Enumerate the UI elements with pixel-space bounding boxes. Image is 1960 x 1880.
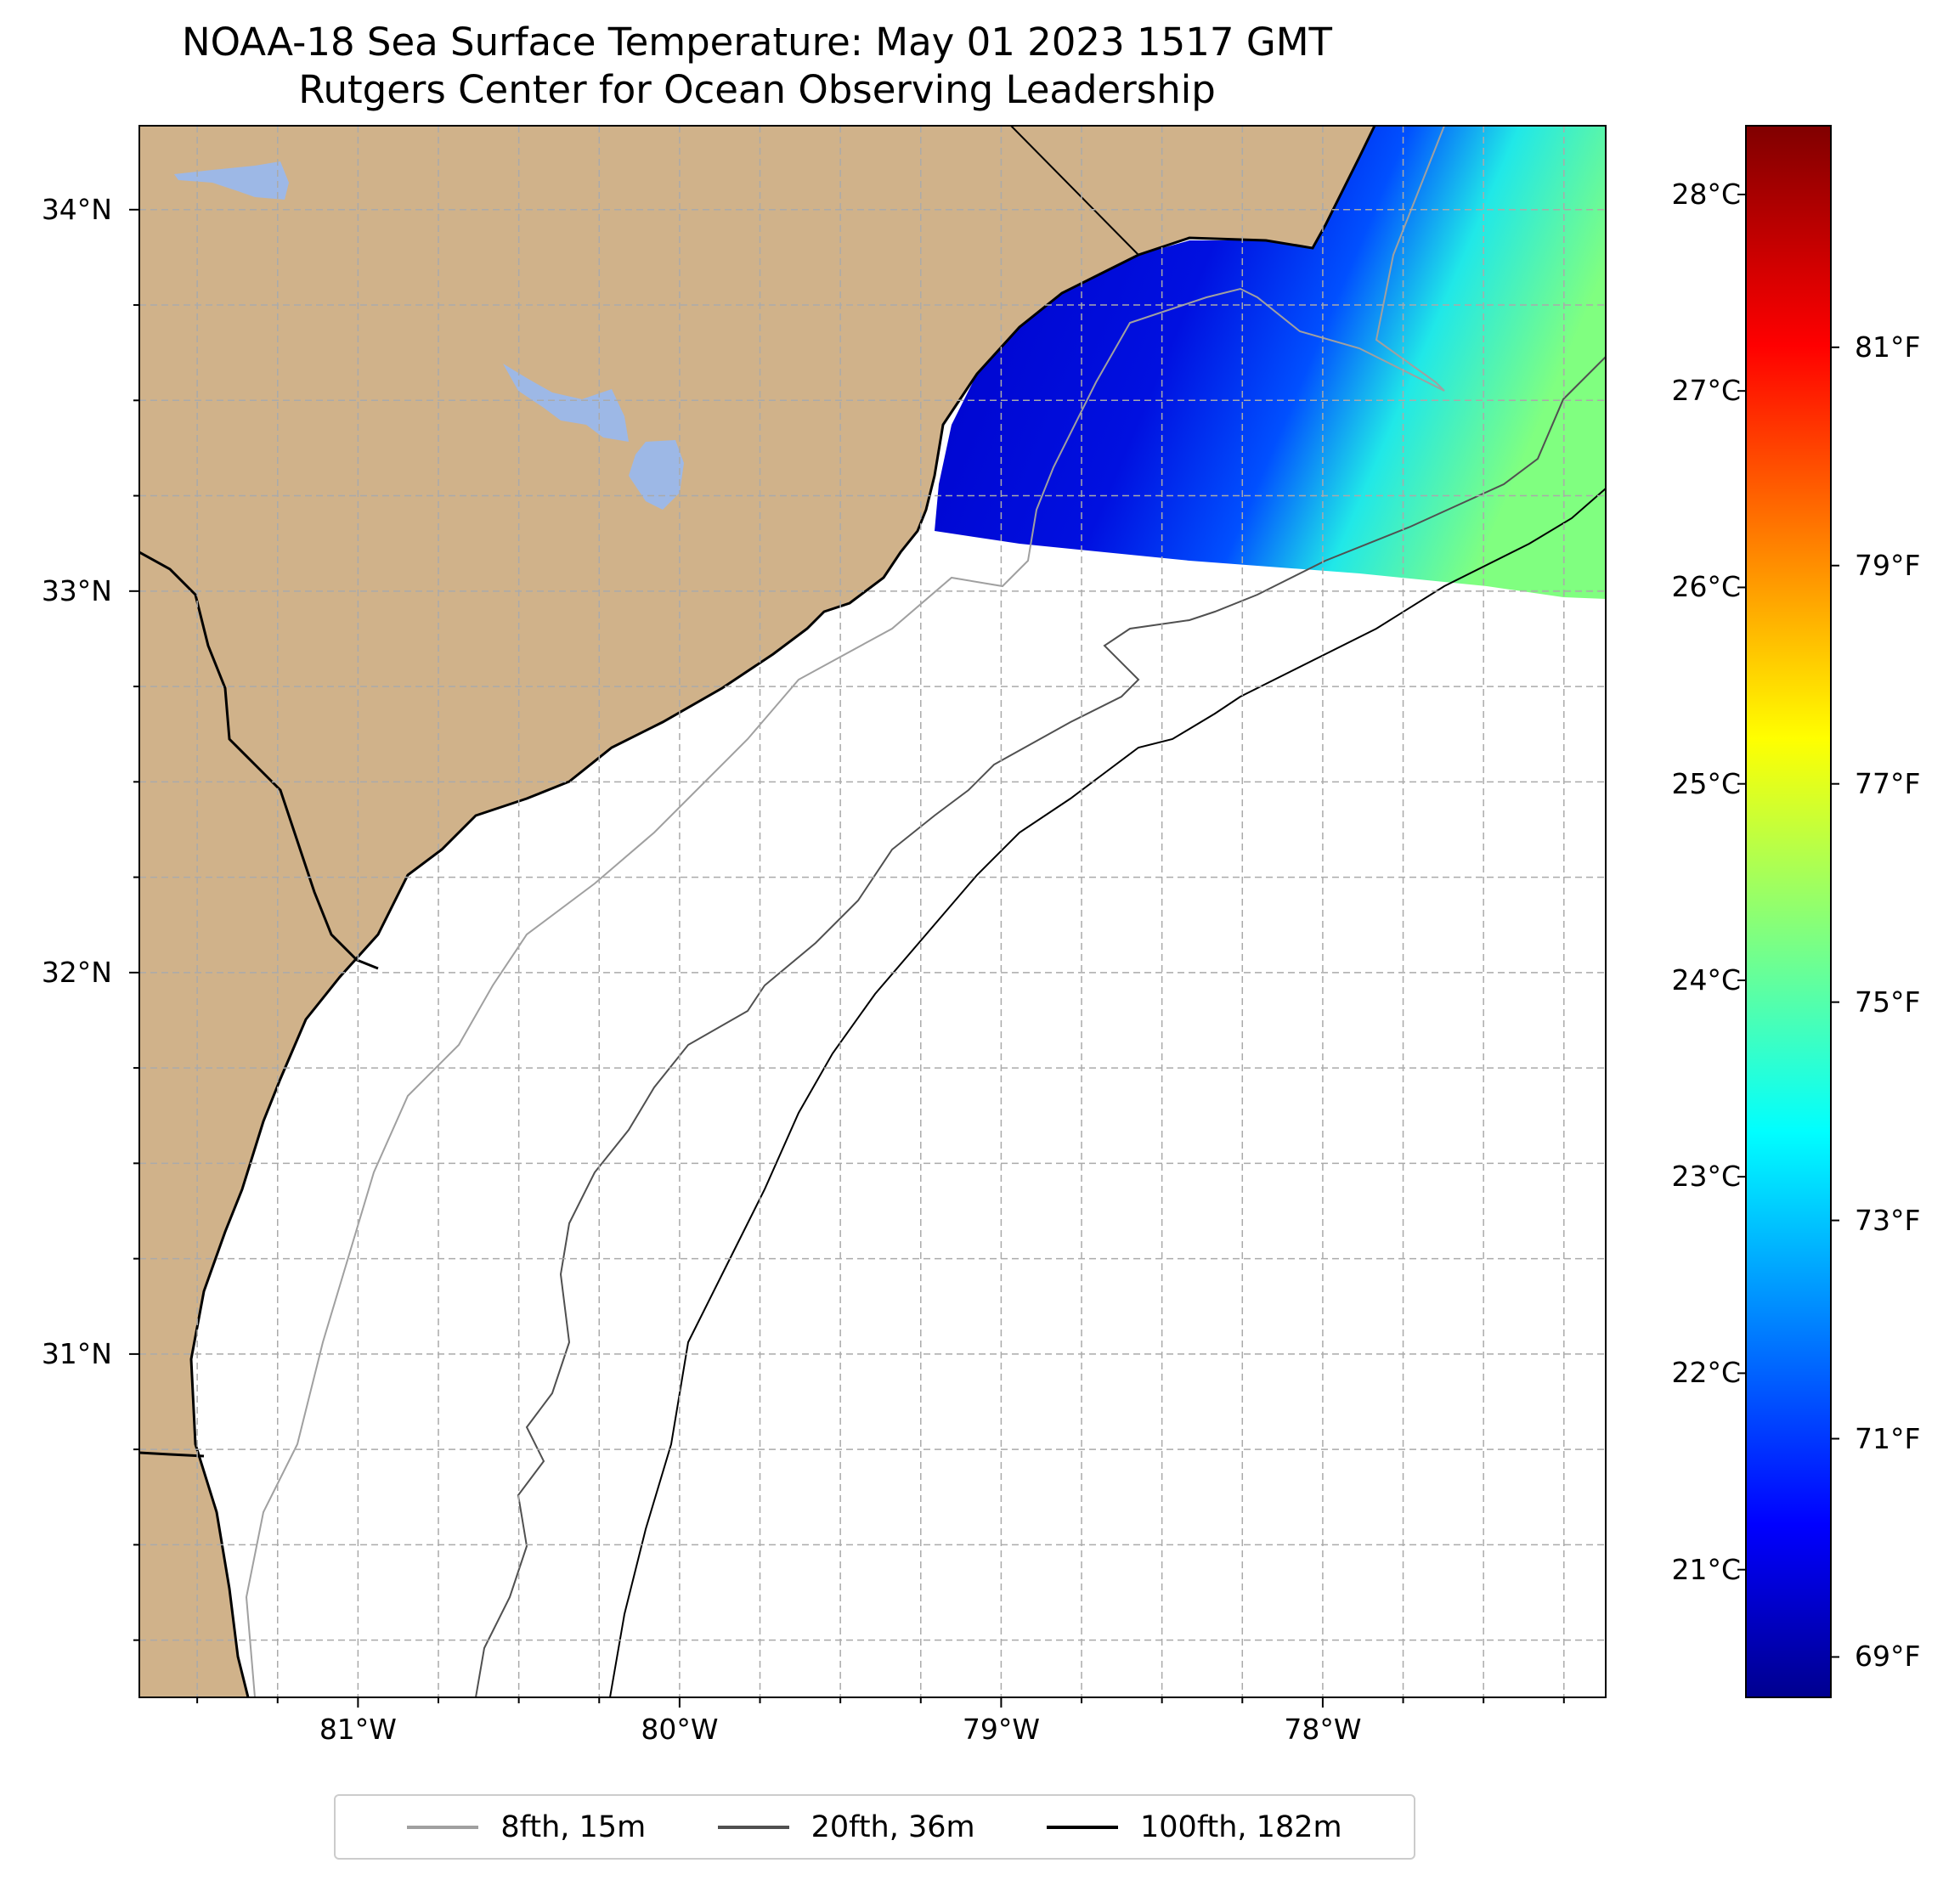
legend-entry: 8fth, 15m xyxy=(407,1810,646,1844)
longitude-label: 80°W xyxy=(641,1713,719,1746)
legend: 8fth, 15m 20fth, 36m 100fth, 182m xyxy=(334,1794,1415,1860)
lake xyxy=(629,440,684,510)
legend-label: 20fth, 36m xyxy=(811,1809,975,1844)
colorbar-ticks xyxy=(1737,193,1839,1658)
fahrenheit-label: 69°F xyxy=(1855,1640,1921,1674)
celsius-label: 26°C xyxy=(1671,570,1741,604)
legend-entry: 100fth, 182m xyxy=(1047,1810,1342,1844)
latitude-label: 33°N xyxy=(41,573,112,607)
celsius-label: 25°C xyxy=(1671,766,1741,800)
celsius-label: 23°C xyxy=(1671,1160,1741,1194)
state-border xyxy=(1010,126,1139,256)
longitude-label: 78°W xyxy=(1284,1713,1362,1746)
state-border xyxy=(139,1451,205,1458)
legend-swatch xyxy=(717,1825,789,1829)
isobath-8fth xyxy=(245,126,1445,1697)
land-area xyxy=(139,126,1375,1697)
fahrenheit-label: 71°F xyxy=(1855,1421,1921,1455)
fahrenheit-label: 81°F xyxy=(1855,330,1921,364)
longitude-label: 79°W xyxy=(962,1713,1040,1746)
coastline xyxy=(189,126,1376,1697)
legend-label: 100fth, 182m xyxy=(1140,1809,1342,1844)
fahrenheit-label: 73°F xyxy=(1855,1203,1921,1237)
gridlines xyxy=(139,126,1606,1697)
isobath-20fth xyxy=(475,356,1606,1697)
isobath-100fth xyxy=(609,488,1606,1697)
latitude-label: 34°N xyxy=(41,192,112,226)
celsius-label: 21°C xyxy=(1671,1552,1741,1586)
sst-swath xyxy=(935,126,1606,599)
chart-title: NOAA-18 Sea Surface Temperature: May 01 … xyxy=(181,20,1333,65)
axis-ticks xyxy=(129,208,1565,1708)
fahrenheit-label: 79°F xyxy=(1855,548,1921,582)
legend-label: 8fth, 15m xyxy=(500,1809,647,1844)
map-frame xyxy=(138,125,1607,1698)
legend-swatch xyxy=(1047,1825,1119,1829)
lake xyxy=(503,364,629,442)
latitude-label: 32°N xyxy=(41,955,112,989)
latitude-label: 31°N xyxy=(41,1336,112,1370)
longitude-label: 81°W xyxy=(319,1713,397,1746)
celsius-label: 22°C xyxy=(1671,1356,1741,1390)
lake xyxy=(174,161,289,200)
chart-subtitle: Rutgers Center for Ocean Observing Leade… xyxy=(298,67,1216,112)
fahrenheit-label: 75°F xyxy=(1855,985,1921,1019)
celsius-label: 24°C xyxy=(1671,963,1741,996)
legend-entry: 20fth, 36m xyxy=(717,1809,975,1844)
legend-swatch xyxy=(407,1825,479,1829)
river xyxy=(139,550,379,970)
colorbar-gradient xyxy=(1745,125,1832,1698)
fahrenheit-label: 77°F xyxy=(1855,766,1921,800)
celsius-label: 27°C xyxy=(1671,374,1741,408)
celsius-label: 28°C xyxy=(1671,177,1741,211)
